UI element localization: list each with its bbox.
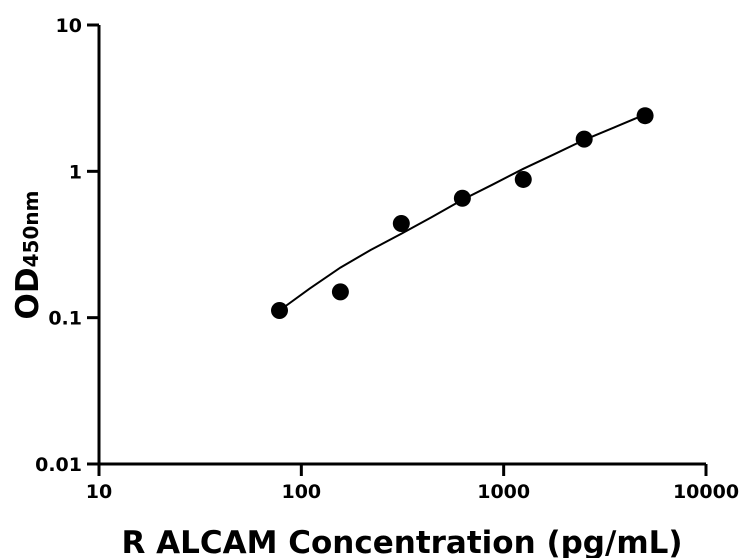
x-axis-title: R ALCAM Concentration (pg/mL) [121,525,682,558]
data-point [514,170,532,188]
y-tick-label: 0.01 [35,454,82,476]
y-ticks: 0.01 0.1 1 10 [35,15,99,476]
y-tick-label: 1 [69,161,82,183]
data-points [271,107,654,319]
axes [97,25,706,466]
x-tick-label: 1000 [477,481,530,503]
x-tick-label: 10 [86,481,112,503]
data-point [392,215,410,233]
data-point [331,283,349,301]
y-axis-title-sub: 450nm [19,191,43,268]
x-tick-label: 10000 [673,481,739,503]
data-point [636,107,654,125]
y-tick-label: 0.1 [48,308,82,330]
y-axis-title-main: OD [10,267,46,319]
y-tick-label: 10 [56,15,82,37]
data-point [271,301,289,319]
x-ticks: 10 100 1000 10000 [86,464,739,503]
y-axis-title: OD450nm [10,191,46,320]
x-tick-label: 100 [281,481,321,503]
data-point [575,130,593,148]
data-point [453,189,471,207]
